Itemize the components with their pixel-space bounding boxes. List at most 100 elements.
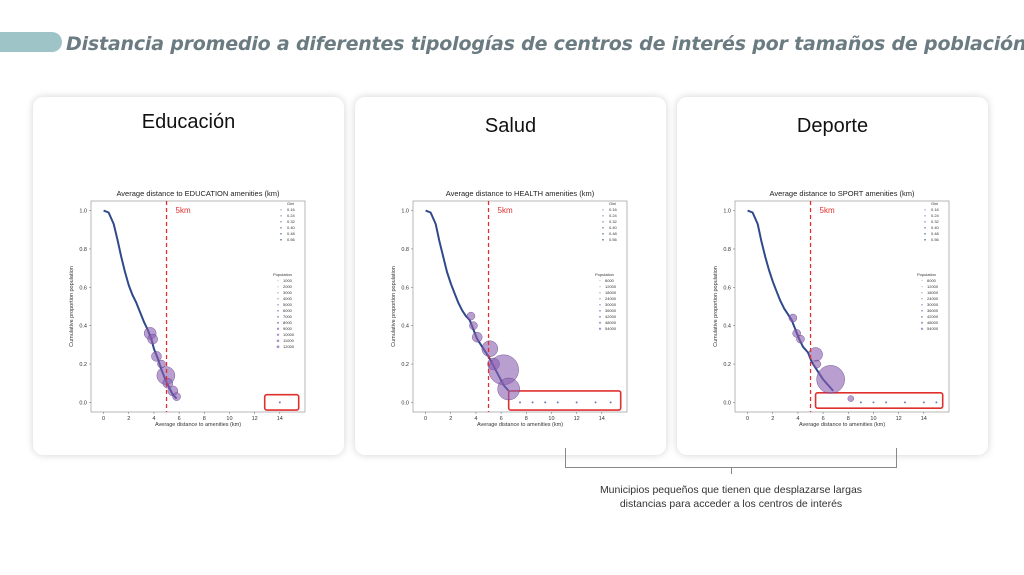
population-legend-value: 2000 [283, 284, 293, 289]
population-legend-value: 12000 [927, 284, 939, 289]
gini-legend-value: 0.48 [931, 231, 940, 236]
gini-legend-value: 0.56 [287, 237, 296, 242]
population-legend-value: 18000 [927, 290, 939, 295]
x-tick-label: 14 [277, 416, 283, 422]
tail-point [609, 401, 612, 404]
tail-point [903, 401, 906, 404]
population-legend-marker [276, 345, 280, 349]
tail-point [519, 401, 521, 404]
population-legend-value: 24000 [927, 296, 939, 301]
x-tick-label: 4 [474, 416, 477, 422]
population-legend-marker [920, 321, 924, 324]
gini-legend-marker [602, 239, 604, 241]
x-tick-label: 0 [102, 416, 105, 422]
x-axis-label: Average distance to amenities (km) [799, 422, 885, 428]
caption-bracket-tick [731, 468, 732, 474]
gini-legend-marker [602, 227, 604, 229]
x-tick-label: 12 [896, 416, 902, 422]
population-legend-value: 3000 [283, 290, 293, 295]
y-tick-label: 0.2 [79, 362, 87, 368]
population-legend-marker [921, 280, 923, 282]
y-tick-label: 0.2 [723, 362, 731, 368]
population-legend-value: 6000 [927, 278, 937, 283]
population-legend-marker [276, 339, 280, 343]
gini-legend-value: 0.32 [287, 219, 296, 224]
population-legend-value: 9000 [283, 326, 293, 331]
x-tick-label: 6 [178, 416, 181, 422]
gini-legend-value: 0.32 [609, 219, 618, 224]
population-legend-marker [921, 286, 923, 288]
population-legend-marker [277, 286, 279, 288]
gini-legend-marker [280, 239, 282, 241]
population-legend-value: 6000 [605, 278, 615, 283]
highlight-box [814, 392, 944, 409]
gini-legend-marker [924, 209, 926, 211]
gini-legend-value: 0.48 [609, 231, 618, 236]
population-legend-marker [277, 298, 279, 300]
education-chart: Average distance to EDUCATION amenities … [69, 189, 306, 428]
threshold-label: 5km [176, 206, 191, 215]
y-tick-label: 0.4 [401, 324, 409, 330]
x-axis-label: Average distance to amenities (km) [155, 422, 241, 428]
tail-point [872, 401, 875, 404]
chart-title: Average distance to EDUCATION amenities … [116, 189, 280, 198]
x-tick-label: 4 [796, 416, 799, 422]
plot-frame [90, 200, 306, 413]
gini-legend-title: Gini [609, 201, 616, 206]
y-tick-label: 0.4 [79, 324, 87, 330]
population-legend-marker [920, 327, 924, 330]
population-legend-marker [598, 327, 602, 330]
population-legend-value: 36000 [605, 308, 617, 313]
gini-legend-marker [280, 233, 282, 235]
x-tick-label: 12 [252, 416, 258, 422]
population-legend-value: 24000 [605, 296, 617, 301]
card-heading: Salud [484, 115, 537, 137]
population-legend-value: 1000 [283, 278, 293, 283]
y-tick-label: 0.6 [401, 285, 409, 291]
tail-point [859, 401, 862, 404]
gini-legend-marker [924, 227, 926, 229]
bubble-point [151, 351, 162, 362]
population-legend-marker [921, 298, 923, 300]
population-legend-marker [921, 303, 923, 306]
population-legend-value: 42000 [927, 314, 939, 319]
y-axis-label: Cumulative proportion population [713, 266, 719, 347]
highlight-box [263, 393, 300, 411]
bubble-point [147, 333, 158, 345]
population-legend-title: Population [595, 272, 614, 277]
population-legend-marker [921, 315, 923, 318]
population-legend-value: 8000 [283, 320, 293, 325]
gini-legend-value: 0.56 [609, 237, 618, 242]
population-legend-title: Population [273, 272, 292, 277]
tail-point [922, 401, 925, 404]
population-legend-marker [277, 303, 279, 306]
y-tick-label: 0.0 [401, 400, 409, 406]
gini-legend-marker [924, 239, 926, 241]
x-tick-label: 2 [771, 416, 774, 422]
card-educacion: Educación Average distance to EDUCATION … [33, 97, 344, 455]
bubble-point [162, 378, 173, 389]
title-accent-bar [0, 32, 62, 52]
bubble-point [796, 334, 805, 344]
x-tick-label: 2 [449, 416, 452, 422]
population-legend-value: 54000 [927, 326, 939, 331]
population-legend-value: 12000 [605, 284, 617, 289]
gini-legend-value: 0.16 [609, 207, 618, 212]
gini-legend-marker [602, 215, 604, 217]
gini-legend-title: Gini [931, 201, 938, 206]
y-tick-label: 1.0 [723, 209, 731, 215]
population-legend-value: 11000 [283, 338, 295, 343]
y-tick-label: 0.8 [723, 247, 731, 253]
tail-point [278, 401, 281, 404]
population-legend-value: 6000 [283, 308, 293, 313]
y-tick-label: 0.0 [79, 400, 87, 406]
population-legend-marker [599, 298, 601, 300]
gini-legend-value: 0.40 [287, 225, 296, 230]
bubble-point [847, 395, 855, 402]
population-legend-marker [276, 333, 280, 337]
gini-legend-value: 0.16 [931, 207, 940, 212]
population-legend-marker [599, 309, 601, 312]
gini-legend-value: 0.16 [287, 207, 296, 212]
bubble-point [469, 321, 478, 330]
population-legend-value: 30000 [605, 302, 617, 307]
